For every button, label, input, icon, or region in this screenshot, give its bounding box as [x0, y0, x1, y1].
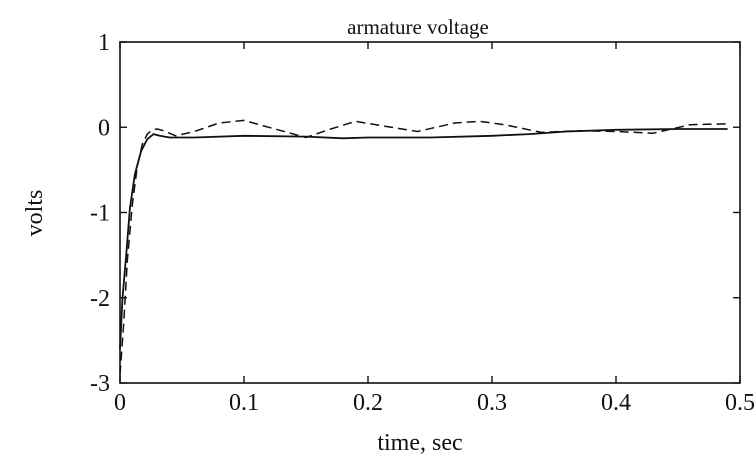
- y-tick-label: 0: [98, 115, 110, 141]
- x-tick-label: 0.2: [353, 390, 383, 416]
- y-tick-label: -1: [90, 201, 110, 227]
- x-tick-label: 0.4: [601, 390, 631, 416]
- series-layer: [119, 119, 728, 375]
- x-tick-label: 0.1: [229, 390, 259, 416]
- axis-ticks: 0 0.1 0.2 0.3 0.4 0.5 -3 -2 -1 0 1: [90, 30, 754, 416]
- series-line-dashed: [119, 119, 728, 375]
- plot-frame: [119, 41, 741, 384]
- x-tick-label: 0: [114, 390, 126, 416]
- series-line-solid: [119, 128, 728, 349]
- y-tick-label: -2: [90, 286, 110, 312]
- x-axis-label: time, sec: [377, 430, 462, 456]
- y-tick-label: -3: [90, 371, 110, 397]
- y-axis-label: volts: [22, 190, 48, 237]
- y-tick-label: 1: [98, 30, 110, 56]
- chart-title: armature voltage: [347, 15, 489, 39]
- x-tick-label: 0.3: [477, 390, 507, 416]
- x-tick-label: 0.5: [725, 390, 754, 416]
